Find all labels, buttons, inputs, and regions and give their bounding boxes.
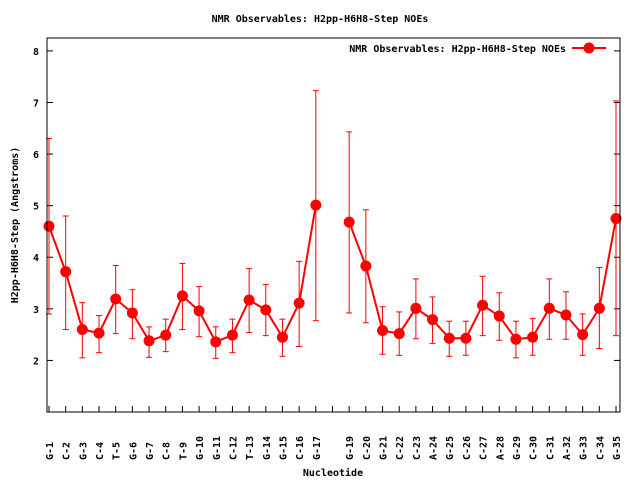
data-point <box>393 328 405 340</box>
plot-frame <box>46 37 621 413</box>
x-tick-label: C-22 <box>395 436 406 460</box>
legend-label: NMR Observables: H2pp-H6H8-Step NOEs <box>349 44 566 55</box>
x-tick-label: T-13 <box>245 436 256 460</box>
x-tick-label: C-34 <box>595 436 606 460</box>
y-tick-label: 4 <box>33 253 39 264</box>
data-point <box>477 299 489 311</box>
x-tick-label: G-10 <box>195 436 206 460</box>
x-tick-label: C-27 <box>479 436 490 460</box>
y-tick-label: 3 <box>33 305 39 316</box>
y-axis-label: H2pp-H6H8-Step (Angstroms) <box>10 147 21 304</box>
x-tick-label: G-7 <box>145 442 156 460</box>
data-point <box>243 294 255 306</box>
x-tick-label: G-15 <box>278 436 289 460</box>
data-point <box>510 333 522 345</box>
data-point <box>377 324 389 336</box>
x-tick-label: C-30 <box>529 436 540 460</box>
x-tick-label: A-28 <box>495 436 506 460</box>
x-tick-label: T-5 <box>112 442 123 460</box>
data-point <box>610 213 622 225</box>
x-tick-label: G-1 <box>45 442 56 460</box>
data-marks <box>43 90 622 359</box>
data-point <box>310 199 322 211</box>
data-point <box>560 309 572 321</box>
x-tick-label: G-25 <box>445 436 456 460</box>
data-point <box>110 293 122 305</box>
data-point <box>226 329 238 341</box>
data-point <box>176 290 188 302</box>
data-point <box>527 331 539 343</box>
x-tick-label: G-19 <box>345 436 356 460</box>
data-point <box>593 302 605 314</box>
x-tick-label: G-11 <box>212 436 223 460</box>
x-tick-label: C-4 <box>95 442 106 460</box>
x-tick-label: G-35 <box>612 436 623 460</box>
x-tick-label: C-8 <box>162 442 173 460</box>
x-tick-label: C-2 <box>62 442 73 460</box>
legend: NMR Observables: H2pp-H6H8-Step NOEs <box>349 42 606 55</box>
x-tick-label: G-6 <box>128 442 139 460</box>
data-point <box>60 266 72 278</box>
x-tick-label: G-21 <box>379 436 390 460</box>
x-tick-label: C-20 <box>362 436 373 460</box>
data-point <box>343 216 355 228</box>
data-point <box>543 302 555 314</box>
x-tick-label: G-17 <box>312 436 323 460</box>
y-tick-label: 5 <box>33 202 39 213</box>
x-tick-label: C-23 <box>412 436 423 460</box>
data-point <box>260 304 272 316</box>
chart-title: NMR Observables: H2pp-H6H8-Step NOEs <box>212 14 429 25</box>
data-point <box>493 310 505 322</box>
data-point <box>143 335 155 347</box>
data-point <box>160 329 172 341</box>
data-point <box>93 327 105 339</box>
x-tick-label: C-31 <box>545 436 556 460</box>
data-point <box>460 332 472 344</box>
x-tick-label: C-26 <box>462 436 473 460</box>
data-point <box>210 336 222 348</box>
data-point <box>193 305 205 317</box>
x-tick-label: G-14 <box>262 436 273 460</box>
x-tick-label: G-29 <box>512 436 523 460</box>
data-point <box>577 329 589 341</box>
x-tick-label: G-3 <box>78 442 89 460</box>
x-tick-label: G-33 <box>579 436 590 460</box>
data-point <box>276 331 288 343</box>
data-point <box>410 302 422 314</box>
data-point <box>43 220 55 232</box>
legend-marker <box>583 42 595 54</box>
axis-ticks: 2 3 4 5 6 7 8 G-1 C-2 G-3 C-4 T-5 G-6 G-7 C-8 T-9 G-10 G-… <box>33 47 623 460</box>
y-tick-label: 6 <box>33 150 39 161</box>
x-tick-label: C-16 <box>295 436 306 460</box>
y-tick-label: 7 <box>33 98 39 109</box>
x-tick-label: A-32 <box>562 436 573 460</box>
data-point <box>443 332 455 344</box>
x-axis-label: Nucleotide <box>303 467 363 479</box>
data-point <box>360 260 372 272</box>
y-tick-label: 8 <box>33 47 39 58</box>
x-tick-label: C-12 <box>228 436 239 460</box>
data-point <box>427 314 439 326</box>
y-tick-label: 2 <box>33 356 39 367</box>
x-tick-label: T-9 <box>178 442 189 460</box>
data-point <box>126 307 138 319</box>
x-tick-label: A-24 <box>429 436 440 460</box>
data-point <box>76 323 88 335</box>
data-point <box>293 297 305 309</box>
